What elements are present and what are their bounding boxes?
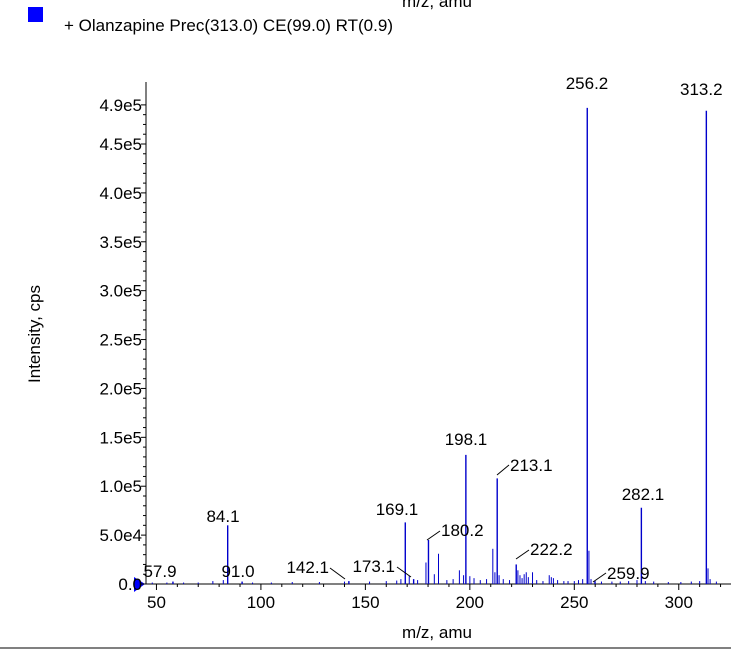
chart-title-cut: m/z, amu: [402, 0, 472, 11]
label-leader: [426, 530, 441, 541]
label-leader: [396, 566, 412, 578]
spectrum-peaks: [151, 107, 717, 584]
x-axis-ticks: 50 100 150 200 250 300: [147, 584, 722, 612]
peak-label: 222.2: [530, 540, 573, 559]
label-leader: [329, 567, 346, 580]
peak-label: 84.1: [206, 507, 239, 526]
y-tick-label: 1.5e5: [99, 428, 142, 447]
y-axis-ticks: 0.0 5.0e4 1.0e5 1.5e5 2.0e5 2.5e5 3.0e5 3.5e5 4.…: [99, 96, 146, 594]
y-tick-label: 3.0e5: [99, 282, 142, 301]
y-tick-label: 2.5e5: [99, 331, 142, 350]
x-axis-title: m/z, amu: [402, 623, 472, 642]
peak-label: 173.1: [352, 557, 395, 576]
peak-label: 282.1: [622, 485, 665, 504]
peak-label: 213.1: [510, 456, 553, 475]
peak-label: 169.1: [376, 500, 419, 519]
y-tick-label: 4.9e5: [99, 96, 142, 115]
legend-label: + Olanzapine Prec(313.0) CE(99.0) RT(0.9…: [64, 16, 393, 35]
x-tick-label: 100: [247, 593, 275, 612]
peak-label: 142.1: [286, 558, 329, 577]
y-tick-label: 1.0e5: [99, 477, 142, 496]
x-tick-label: 300: [665, 593, 693, 612]
y-axis-title: Intensity, cps: [25, 285, 44, 383]
baseline-marker: [134, 577, 145, 592]
x-tick-label: 50: [147, 593, 166, 612]
label-leader: [592, 572, 607, 583]
peak-label: 313.2: [680, 80, 723, 99]
x-tick-label: 150: [351, 593, 379, 612]
peak-label: 198.1: [445, 430, 488, 449]
y-tick-label: 4.5e5: [99, 135, 142, 154]
peak-label: 259.9: [607, 564, 650, 583]
label-leader: [515, 549, 530, 560]
y-tick-label: 5.0e4: [99, 526, 142, 545]
y-tick-label: 2.0e5: [99, 379, 142, 398]
y-tick-label: 4.0e5: [99, 184, 142, 203]
peak-label: 57.9: [143, 562, 176, 581]
y-tick-label: 0.0: [118, 575, 142, 594]
label-leader: [496, 464, 510, 476]
x-tick-label: 200: [456, 593, 484, 612]
peak-labels: 57.9 84.1 91.0 142.1 169.1 173.1 180.2 198.1 213…: [143, 74, 722, 583]
y-tick-label: 3.5e5: [99, 233, 142, 252]
peak-label: 256.2: [566, 74, 609, 93]
peak-label: 180.2: [441, 521, 484, 540]
peak-label: 91.0: [221, 562, 254, 581]
x-tick-label: 250: [560, 593, 588, 612]
legend-swatch: [28, 7, 43, 22]
